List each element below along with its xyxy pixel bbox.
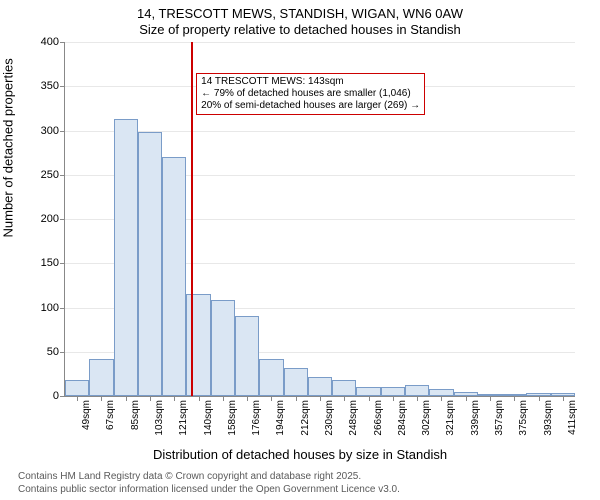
x-tick-label: 357sqm	[494, 400, 505, 436]
y-tick-mark	[60, 308, 65, 309]
x-tick-mark	[174, 396, 175, 401]
y-tick-mark	[60, 219, 65, 220]
x-tick-label: 176sqm	[251, 400, 262, 436]
x-tick-mark	[101, 396, 102, 401]
y-tick-label: 150	[41, 257, 59, 269]
x-tick-mark	[417, 396, 418, 401]
x-tick-mark	[126, 396, 127, 401]
histogram-bar	[162, 157, 186, 396]
histogram-bar	[89, 359, 113, 396]
footer-line2: Contains public sector information licen…	[18, 483, 400, 496]
histogram-bar	[381, 387, 405, 396]
gridline	[65, 42, 575, 43]
histogram-bar	[235, 316, 259, 396]
y-tick-label: 300	[41, 125, 59, 137]
annotation-box: 14 TRESCOTT MEWS: 143sqm← 79% of detache…	[196, 73, 425, 115]
x-tick-mark	[514, 396, 515, 401]
y-tick-mark	[60, 352, 65, 353]
y-tick-mark	[60, 175, 65, 176]
x-tick-label: 67sqm	[105, 400, 116, 430]
y-axis-label: Number of detached properties	[1, 58, 16, 237]
y-tick-label: 400	[41, 36, 59, 48]
chart-container: 14, TRESCOTT MEWS, STANDISH, WIGAN, WN6 …	[0, 0, 600, 500]
annotation-line3: 20% of semi-detached houses are larger (…	[201, 100, 420, 112]
x-tick-mark	[539, 396, 540, 401]
chart-title-line2: Size of property relative to detached ho…	[0, 22, 600, 37]
attribution-footer: Contains HM Land Registry data © Crown c…	[18, 470, 400, 496]
histogram-bar	[211, 300, 235, 396]
histogram-bar	[65, 380, 89, 396]
x-tick-mark	[271, 396, 272, 401]
histogram-bar	[405, 385, 429, 396]
histogram-bar	[114, 119, 138, 396]
histogram-bar	[332, 380, 356, 396]
x-tick-label: 85sqm	[130, 400, 141, 430]
y-tick-label: 350	[41, 80, 59, 92]
x-tick-label: 158sqm	[227, 400, 238, 436]
x-tick-label: 302sqm	[421, 400, 432, 436]
x-tick-label: 321sqm	[445, 400, 456, 436]
x-tick-label: 339sqm	[470, 400, 481, 436]
x-tick-label: 212sqm	[300, 400, 311, 436]
x-tick-label: 194sqm	[275, 400, 286, 436]
y-tick-mark	[60, 86, 65, 87]
x-tick-mark	[466, 396, 467, 401]
y-tick-label: 250	[41, 169, 59, 181]
x-tick-mark	[320, 396, 321, 401]
annotation-line2: ← 79% of detached houses are smaller (1,…	[201, 88, 420, 100]
y-tick-mark	[60, 131, 65, 132]
histogram-bar	[259, 359, 283, 396]
x-tick-mark	[199, 396, 200, 401]
x-tick-label: 266sqm	[373, 400, 384, 436]
y-tick-mark	[60, 396, 65, 397]
x-tick-mark	[369, 396, 370, 401]
x-tick-label: 411sqm	[567, 400, 578, 435]
y-tick-label: 50	[47, 346, 59, 358]
histogram-bar	[138, 132, 162, 396]
x-tick-mark	[247, 396, 248, 401]
histogram-bar	[429, 389, 453, 396]
x-tick-label: 121sqm	[178, 400, 189, 436]
footer-line1: Contains HM Land Registry data © Crown c…	[18, 470, 400, 483]
x-axis-label: Distribution of detached houses by size …	[0, 447, 600, 462]
plot-area: 05010015020025030035040049sqm67sqm85sqm1…	[64, 42, 575, 397]
x-tick-mark	[77, 396, 78, 401]
y-tick-label: 0	[53, 390, 59, 402]
histogram-bar	[186, 294, 210, 396]
x-tick-label: 248sqm	[348, 400, 359, 436]
y-tick-mark	[60, 42, 65, 43]
annotation-line1: 14 TRESCOTT MEWS: 143sqm	[201, 76, 420, 88]
histogram-bar	[308, 377, 332, 396]
x-tick-mark	[563, 396, 564, 401]
x-tick-mark	[393, 396, 394, 401]
x-tick-label: 230sqm	[324, 400, 335, 436]
x-tick-label: 49sqm	[81, 400, 92, 430]
x-tick-mark	[344, 396, 345, 401]
x-tick-label: 393sqm	[543, 400, 554, 436]
x-tick-label: 103sqm	[154, 400, 165, 436]
x-tick-label: 140sqm	[203, 400, 214, 436]
histogram-bar	[284, 368, 308, 396]
y-tick-label: 200	[41, 213, 59, 225]
x-tick-mark	[490, 396, 491, 401]
x-tick-mark	[296, 396, 297, 401]
reference-marker-line	[191, 42, 193, 396]
x-tick-mark	[441, 396, 442, 401]
x-tick-mark	[223, 396, 224, 401]
y-tick-mark	[60, 263, 65, 264]
x-tick-label: 284sqm	[397, 400, 408, 436]
histogram-bar	[356, 387, 380, 396]
chart-title-line1: 14, TRESCOTT MEWS, STANDISH, WIGAN, WN6 …	[0, 6, 600, 21]
x-tick-mark	[150, 396, 151, 401]
x-tick-label: 375sqm	[518, 400, 529, 436]
y-tick-label: 100	[41, 302, 59, 314]
